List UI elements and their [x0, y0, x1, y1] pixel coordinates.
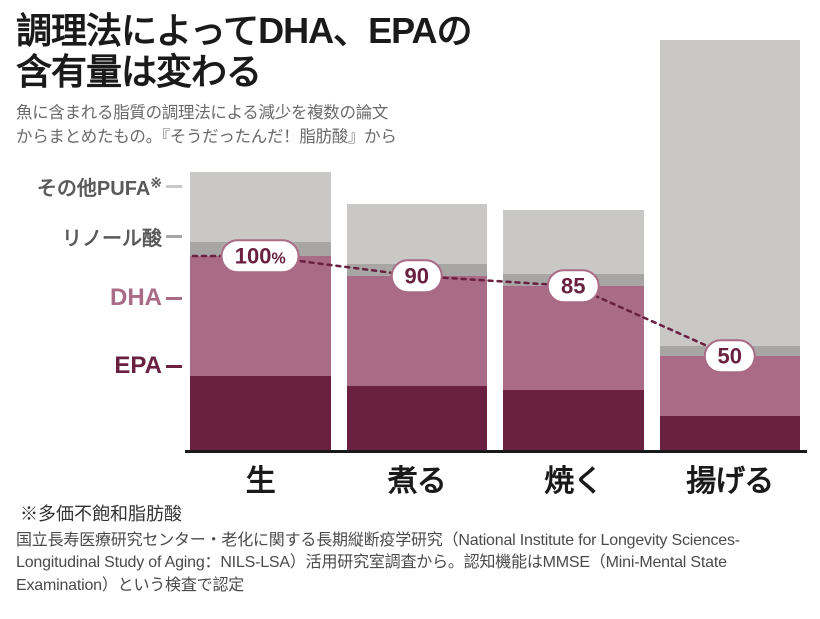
seg-煮る-pufa	[347, 204, 488, 264]
value-bubble-揚げる: 50	[704, 339, 756, 373]
legend-dha: DHA	[0, 284, 182, 312]
bar-煮る	[347, 204, 488, 450]
bar-生	[190, 172, 331, 450]
value-bubble-焼く: 85	[547, 269, 599, 303]
bar-焼く	[503, 210, 644, 450]
x-axis-baseline	[185, 450, 807, 453]
legend-pufa: その他PUFA※	[0, 172, 182, 200]
legend-pufa-sup: ※	[150, 174, 162, 190]
seg-煮る-epa	[347, 386, 488, 450]
legend-linoleic: リノール酸	[0, 222, 182, 250]
seg-揚げる-epa	[660, 416, 801, 450]
seg-揚げる-pufa	[660, 40, 801, 346]
bar-揚げる	[660, 40, 801, 450]
footnote: ※多価不飽和脂肪酸	[20, 500, 182, 526]
legend-dha-label: DHA	[110, 284, 162, 312]
xlabel-煮る: 煮る	[347, 456, 488, 500]
seg-焼く-epa	[503, 390, 644, 450]
seg-焼く-pufa	[503, 210, 644, 274]
xlabel-揚げる: 揚げる	[660, 456, 801, 500]
seg-生-pufa	[190, 172, 331, 242]
legend-pufa-label: その他PUFA	[37, 178, 150, 200]
source-text: 国立長寿医療研究センター・老化に関する長期縦断疫学研究（National Ins…	[16, 530, 806, 597]
xlabel-生: 生	[190, 456, 331, 500]
legend-pufa-tick	[166, 185, 182, 188]
legend-epa-label: EPA	[114, 352, 162, 380]
value-bubble-生: 100%	[221, 239, 300, 273]
seg-生-dha	[190, 256, 331, 376]
x-axis-labels: 生煮る焼く揚げる	[190, 456, 800, 500]
legend-linoleic-tick	[166, 235, 182, 238]
seg-生-epa	[190, 376, 331, 450]
legend-epa-tick	[166, 365, 182, 368]
value-bubble-煮る: 90	[391, 259, 443, 293]
legend-dha-tick	[166, 297, 182, 300]
legend-linoleic-label: リノール酸	[62, 222, 162, 251]
xlabel-焼く: 焼く	[503, 456, 644, 500]
legend-epa: EPA	[0, 352, 182, 380]
